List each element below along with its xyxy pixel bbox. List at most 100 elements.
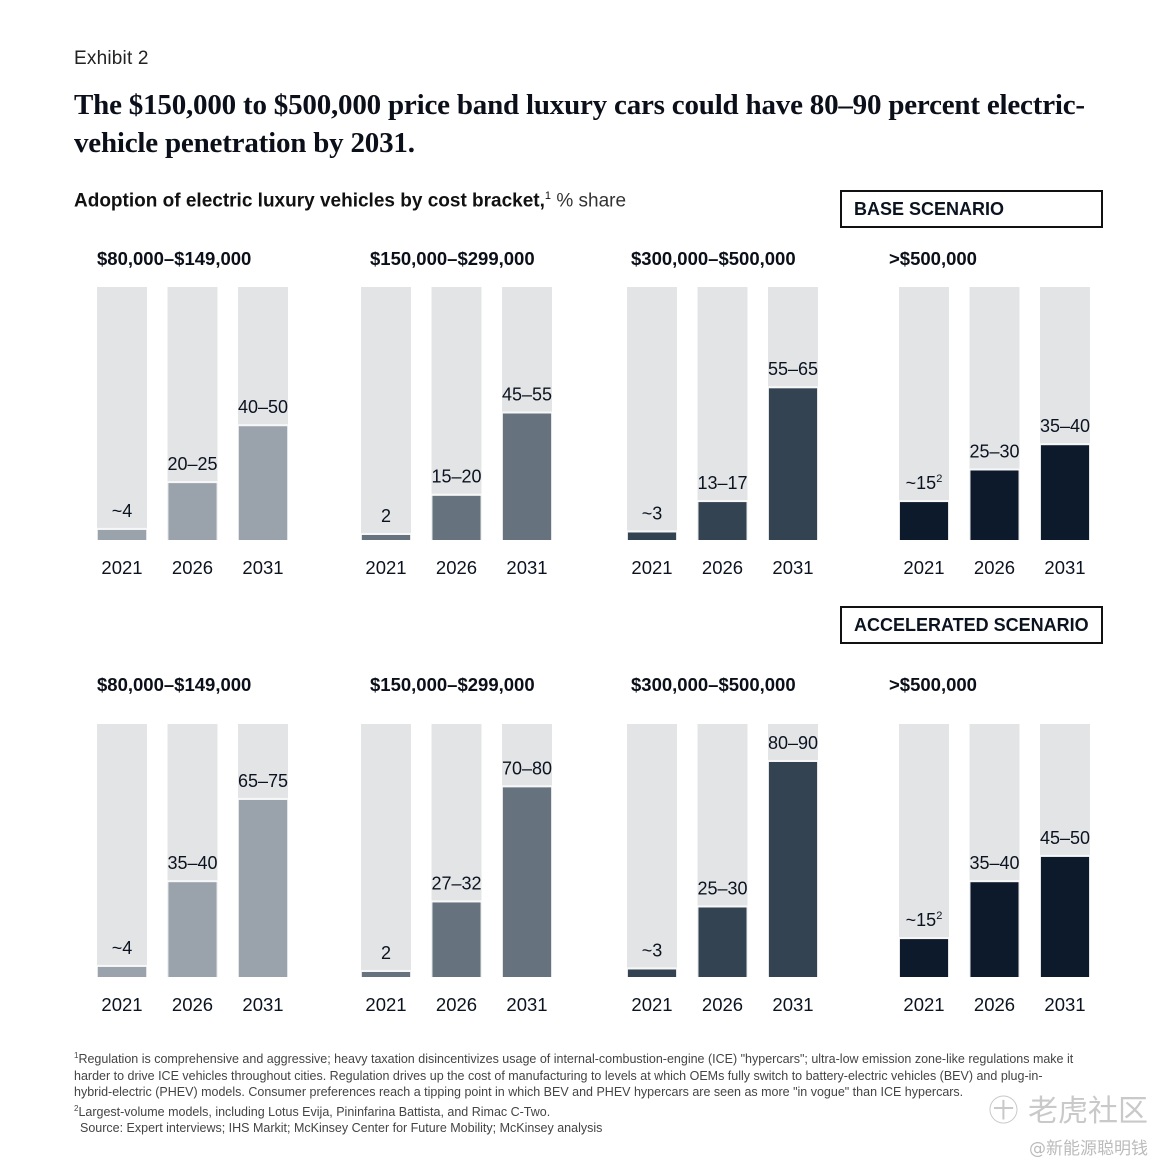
panel-title: $150,000–$299,000 bbox=[370, 248, 535, 269]
bar-separator bbox=[167, 481, 218, 484]
bar-track bbox=[361, 287, 411, 540]
x-tick-label: 2026 bbox=[172, 557, 213, 578]
bar-separator bbox=[768, 386, 818, 389]
data-label: 13–17 bbox=[697, 473, 747, 493]
data-label: 20–25 bbox=[167, 454, 217, 474]
bar bbox=[1041, 856, 1089, 977]
bar bbox=[698, 907, 747, 977]
data-label: 35–40 bbox=[167, 853, 217, 873]
footnote-1: 1Regulation is comprehensive and aggress… bbox=[74, 1048, 1074, 1101]
data-label: 55–65 bbox=[768, 359, 818, 379]
x-tick-label: 2026 bbox=[172, 994, 213, 1015]
bar-separator bbox=[502, 785, 552, 788]
x-tick-label: 2021 bbox=[903, 994, 944, 1015]
bar-separator bbox=[627, 530, 677, 533]
bar-separator bbox=[697, 500, 748, 503]
base-scenario-label: BASE SCENARIO bbox=[840, 190, 1103, 228]
data-label: 70–80 bbox=[502, 758, 552, 778]
bar-separator bbox=[1040, 854, 1090, 857]
data-label: 27–32 bbox=[431, 873, 481, 893]
data-label: 45–55 bbox=[502, 385, 552, 405]
x-tick-label: 2026 bbox=[436, 557, 477, 578]
bar-separator bbox=[361, 969, 411, 972]
footnote-2-mark: 2 bbox=[74, 1103, 79, 1113]
bar-separator bbox=[768, 759, 818, 762]
subtitle-unit: % share bbox=[551, 190, 627, 212]
panel-title: $300,000–$500,000 bbox=[631, 248, 796, 269]
x-tick-label: 2031 bbox=[772, 994, 813, 1015]
bar bbox=[432, 902, 481, 977]
bar-separator bbox=[238, 797, 288, 800]
x-tick-label: 2031 bbox=[242, 557, 283, 578]
bar bbox=[432, 495, 481, 540]
bar-track bbox=[361, 724, 411, 977]
data-label: ~152 bbox=[906, 473, 943, 493]
bar-separator bbox=[969, 880, 1020, 883]
panel-title: $80,000–$149,000 bbox=[97, 674, 252, 695]
data-label: 35–40 bbox=[1040, 416, 1090, 436]
panel-title: $150,000–$299,000 bbox=[370, 674, 535, 695]
data-label: 40–50 bbox=[238, 397, 288, 417]
bar bbox=[628, 532, 676, 540]
accelerated-scenario-label: ACCELERATED SCENARIO bbox=[840, 606, 1103, 644]
footnote-2: 2Largest-volume models, including Lotus … bbox=[74, 1101, 1074, 1121]
bar bbox=[628, 969, 676, 977]
bar bbox=[970, 470, 1019, 540]
x-tick-label: 2031 bbox=[1044, 557, 1085, 578]
bar-separator bbox=[431, 900, 482, 903]
bar bbox=[239, 426, 287, 540]
data-label: 65–75 bbox=[238, 771, 288, 791]
data-label: 2 bbox=[381, 506, 391, 526]
x-tick-label: 2031 bbox=[506, 994, 547, 1015]
bar bbox=[900, 502, 948, 540]
subtitle-footnote-mark: 1 bbox=[544, 190, 552, 202]
data-label: 15–20 bbox=[431, 467, 481, 487]
bar-track bbox=[97, 724, 147, 977]
x-tick-label: 2021 bbox=[365, 557, 406, 578]
footnote-2-text: Largest-volume models, including Lotus E… bbox=[78, 1104, 551, 1119]
bar bbox=[362, 534, 410, 540]
bar-separator bbox=[167, 880, 218, 883]
bar-separator bbox=[97, 964, 147, 967]
x-tick-label: 2026 bbox=[702, 557, 743, 578]
bar-separator bbox=[1040, 443, 1090, 446]
data-label: 2 bbox=[381, 943, 391, 963]
bar-track bbox=[627, 287, 677, 540]
x-tick-label: 2021 bbox=[631, 557, 672, 578]
panel-title: >$500,000 bbox=[889, 248, 977, 269]
x-tick-label: 2021 bbox=[101, 994, 142, 1015]
bar-track bbox=[627, 724, 677, 977]
x-tick-label: 2021 bbox=[365, 994, 406, 1015]
x-tick-label: 2021 bbox=[903, 557, 944, 578]
x-tick-label: 2031 bbox=[242, 994, 283, 1015]
headline: The $150,000 to $500,000 price band luxu… bbox=[74, 89, 1085, 159]
x-tick-label: 2026 bbox=[974, 994, 1015, 1015]
data-label: 45–50 bbox=[1040, 828, 1090, 848]
bar bbox=[900, 939, 948, 977]
bar-separator bbox=[899, 937, 949, 940]
footnotes: 1Regulation is comprehensive and aggress… bbox=[74, 1048, 1074, 1137]
bar bbox=[168, 882, 217, 977]
bar-track bbox=[899, 724, 949, 977]
panel-title: >$500,000 bbox=[889, 674, 977, 695]
data-label: ~3 bbox=[642, 503, 663, 523]
bar-separator bbox=[361, 532, 411, 535]
bar-separator bbox=[697, 905, 748, 908]
bar bbox=[970, 882, 1019, 977]
bar bbox=[769, 761, 817, 977]
bar-separator bbox=[969, 468, 1020, 471]
data-label: 80–90 bbox=[768, 733, 818, 753]
bar bbox=[98, 529, 146, 540]
bar-separator bbox=[502, 411, 552, 414]
bar bbox=[503, 413, 551, 540]
x-tick-label: 2031 bbox=[772, 557, 813, 578]
bar bbox=[769, 388, 817, 540]
bar-track bbox=[697, 287, 748, 540]
data-label-footnote: 2 bbox=[936, 910, 942, 922]
x-tick-label: 2021 bbox=[631, 994, 672, 1015]
bar-track bbox=[97, 287, 147, 540]
bar-separator bbox=[899, 500, 949, 503]
footnote-1-text: Regulation is comprehensive and aggressi… bbox=[74, 1052, 1074, 1100]
x-tick-label: 2031 bbox=[506, 557, 547, 578]
